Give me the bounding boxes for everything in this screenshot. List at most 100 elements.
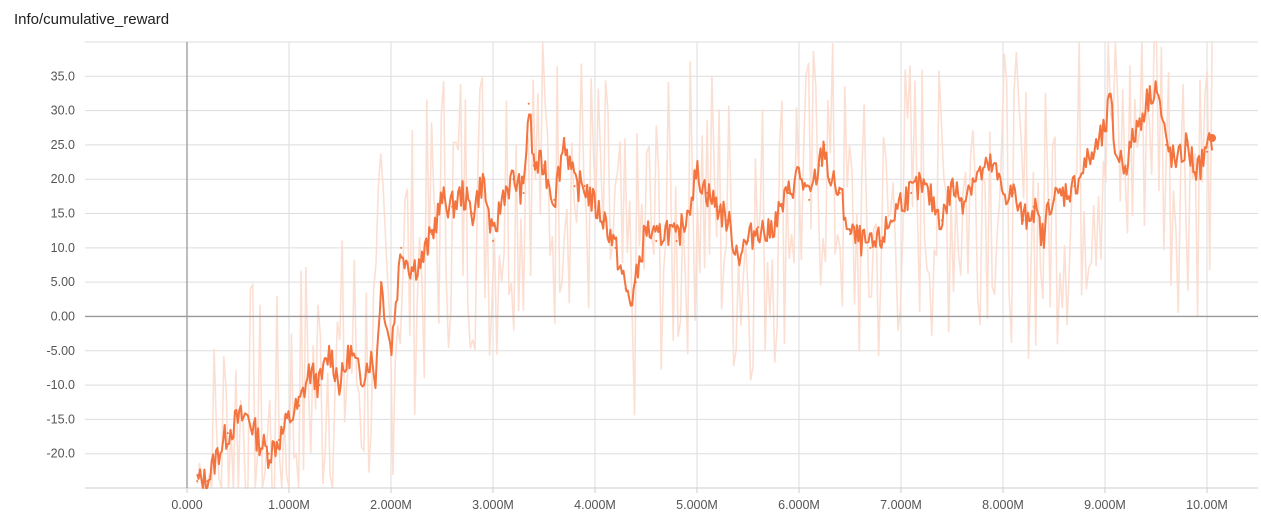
data-point <box>288 418 290 421</box>
data-point <box>1155 82 1157 85</box>
data-point <box>981 171 984 174</box>
data-point <box>374 377 377 380</box>
data-point <box>685 212 688 215</box>
data-point <box>818 164 821 167</box>
data-point <box>1124 164 1127 167</box>
data-point <box>665 226 668 229</box>
data-point <box>1022 219 1025 222</box>
data-point <box>716 205 719 208</box>
data-point <box>910 191 913 194</box>
data-point <box>512 178 515 181</box>
data-point <box>838 191 841 194</box>
data-point <box>1093 150 1096 153</box>
x-tick-label: 3.000M <box>472 498 514 512</box>
y-tick-label: -20.0 <box>47 447 76 461</box>
data-point <box>1185 143 1188 146</box>
data-point <box>736 253 739 256</box>
data-point <box>971 178 974 181</box>
data-point <box>629 301 632 304</box>
data-point <box>1165 143 1168 146</box>
raw-series-line <box>196 41 1213 489</box>
data-point <box>828 178 831 181</box>
y-tick-label: -5.00 <box>47 344 76 358</box>
data-point <box>808 198 811 201</box>
y-tick-label: -10.0 <box>47 378 76 392</box>
data-point <box>1195 171 1198 174</box>
data-point <box>543 164 545 167</box>
data-point <box>614 246 617 249</box>
data-point <box>349 349 352 352</box>
y-tick-label: 30.0 <box>51 104 75 118</box>
data-point <box>889 219 892 222</box>
data-point <box>1042 239 1045 242</box>
data-point <box>747 239 749 242</box>
data-point <box>308 370 311 373</box>
data-point <box>991 164 994 167</box>
data-point <box>726 219 729 222</box>
data-point <box>277 438 280 441</box>
data-point <box>1114 150 1117 153</box>
data-point <box>879 239 882 242</box>
data-point <box>777 212 780 215</box>
data-point <box>645 226 647 229</box>
data-point <box>1175 164 1178 167</box>
data-point <box>359 377 362 380</box>
data-point <box>869 246 872 249</box>
data-point <box>1206 150 1208 153</box>
chart-title: Info/cumulative_reward <box>14 11 170 28</box>
data-point <box>390 349 392 352</box>
data-point <box>1109 95 1112 98</box>
data-point <box>1032 205 1035 208</box>
data-point <box>226 432 229 435</box>
smoothed-line-layer <box>196 80 1217 489</box>
data-point <box>328 349 331 352</box>
x-tick-label: 8.000M <box>982 498 1024 512</box>
x-tick-label: 5.000M <box>676 498 718 512</box>
data-point <box>196 480 199 483</box>
data-point <box>655 239 658 242</box>
y-tick-label: 15.0 <box>51 207 75 221</box>
data-point <box>1012 191 1015 194</box>
data-point <box>502 191 505 194</box>
data-point <box>900 198 902 201</box>
data-point <box>410 267 413 270</box>
data-point <box>1073 185 1076 188</box>
data-point <box>267 452 270 455</box>
data-point <box>594 205 596 208</box>
x-tick-label: 2.000M <box>370 498 412 512</box>
data-point <box>420 260 423 263</box>
data-point <box>492 239 494 242</box>
data-point <box>767 233 770 236</box>
data-point <box>461 191 464 194</box>
data-point <box>451 205 454 208</box>
y-tick-label: 25.0 <box>51 138 75 152</box>
data-point <box>206 480 209 483</box>
x-tick-label: 7.000M <box>880 498 922 512</box>
y-tick-label: 10.0 <box>51 241 75 255</box>
data-point <box>930 198 933 201</box>
data-point <box>1002 191 1004 194</box>
data-point <box>787 191 790 194</box>
data-point <box>573 185 576 188</box>
data-point <box>583 185 586 188</box>
x-tick-label: 1.000M <box>268 498 310 512</box>
data-point <box>400 246 403 249</box>
data-point <box>247 414 250 417</box>
data-point <box>1134 130 1137 133</box>
data-point <box>757 226 760 229</box>
data-point <box>430 233 433 236</box>
data-point <box>441 198 443 201</box>
data-point <box>706 191 709 194</box>
x-tick-label: 6.000M <box>778 498 820 512</box>
data-point <box>1104 130 1106 133</box>
data-point <box>1083 164 1086 167</box>
data-point <box>553 198 556 201</box>
data-point <box>527 102 530 105</box>
data-point <box>522 191 525 194</box>
data-point <box>604 219 607 222</box>
y-tick-label: 0.00 <box>51 309 75 323</box>
data-point <box>339 384 341 387</box>
data-point <box>961 198 964 201</box>
data-point <box>624 288 627 291</box>
